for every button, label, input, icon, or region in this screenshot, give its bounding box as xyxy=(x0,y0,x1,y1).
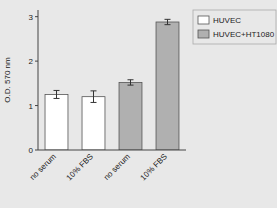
error-line xyxy=(56,90,57,98)
error-cap xyxy=(54,98,60,99)
error-bar xyxy=(165,19,171,24)
bar xyxy=(119,82,142,150)
error-cap xyxy=(128,85,134,86)
bars xyxy=(45,19,179,150)
y-tick xyxy=(35,150,38,151)
error-cap xyxy=(165,19,171,20)
legend-label: HUVEC+HT1080 xyxy=(213,30,275,39)
error-cap xyxy=(54,90,60,91)
x-tick-label: 10% FBS xyxy=(65,152,95,182)
legend-label: HUVEC xyxy=(213,16,241,25)
y-tick-label: 2 xyxy=(29,57,34,66)
error-bar xyxy=(54,90,60,98)
x-tick-label: no serum xyxy=(102,152,132,182)
x-tick-label: no serum xyxy=(28,152,58,182)
error-cap xyxy=(91,102,97,103)
x-axis xyxy=(38,150,186,151)
legend-frame xyxy=(193,10,276,44)
chart: 0123no serum10% FBSno serum10% FBSO.D. 5… xyxy=(0,0,277,208)
bar xyxy=(156,22,179,150)
bar xyxy=(82,97,105,150)
y-tick-label: 3 xyxy=(29,13,34,22)
error-cap xyxy=(91,90,97,91)
y-tick xyxy=(35,16,38,17)
legend-swatch xyxy=(198,16,209,24)
y-tick-label: 0 xyxy=(29,146,34,155)
y-axis xyxy=(38,10,39,150)
y-tick xyxy=(35,105,38,106)
y-axis-label: O.D. 570 nm xyxy=(3,57,12,103)
error-cap xyxy=(165,24,171,25)
x-tick-label: 10% FBS xyxy=(139,152,169,182)
y-tick-label: 1 xyxy=(29,102,34,111)
error-bar xyxy=(91,91,97,103)
y-tick xyxy=(35,61,38,62)
legend: HUVEC HUVEC+HT1080 xyxy=(193,10,276,44)
legend-swatch xyxy=(198,30,209,38)
background xyxy=(0,0,277,208)
error-line xyxy=(93,91,94,103)
chart-container: 0123no serum10% FBSno serum10% FBSO.D. 5… xyxy=(0,0,277,208)
error-cap xyxy=(128,79,134,80)
error-bar xyxy=(128,80,134,85)
error-line xyxy=(167,19,168,24)
error-line xyxy=(130,80,131,85)
bar xyxy=(45,94,68,150)
